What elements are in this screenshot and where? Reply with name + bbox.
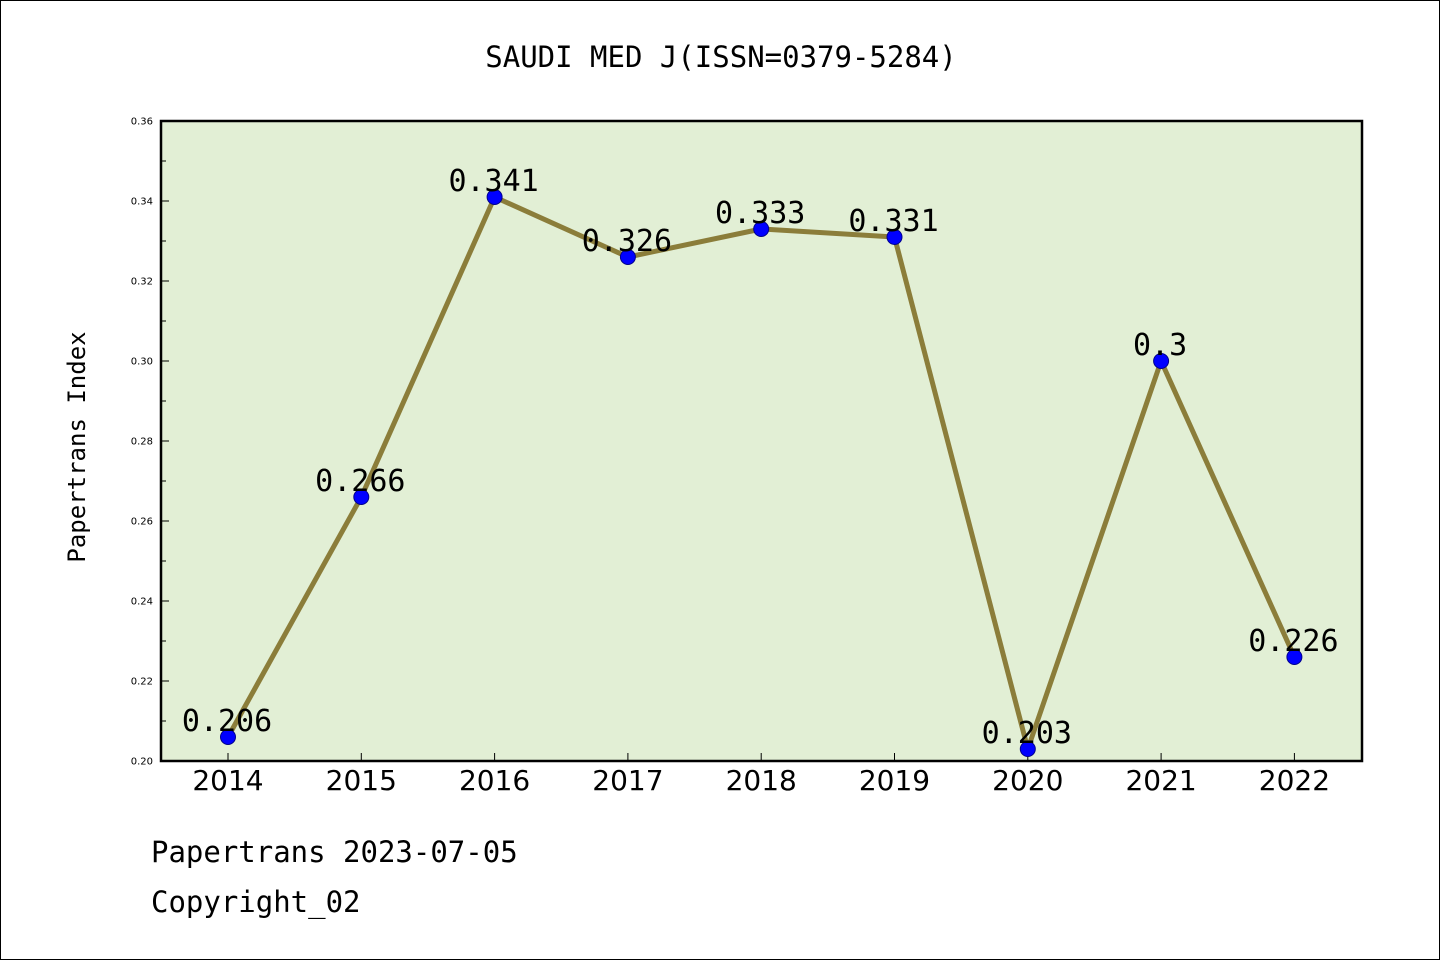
x-tick-label: 2020 [992,764,1063,797]
data-label: 0.326 [582,224,672,259]
y-tick-label: 0.30 [131,357,153,368]
x-axis: 2014 2015 2016 2017 2018 2019 2020 2021 2022 [192,753,1330,797]
data-label: 0.203 [982,716,1072,751]
data-point [753,221,770,237]
footer-date: Papertrans 2023-07-05 [151,835,518,869]
x-tick-label: 2016 [459,764,530,797]
data-markers [220,189,1303,757]
y-tick-label: 0.24 [131,597,153,608]
data-label: 0.266 [315,464,405,499]
y-tick-label: 0.22 [131,677,153,688]
y-axis-label: Papertrans Index [63,331,91,562]
data-label: 0.206 [182,704,272,739]
data-point [486,189,503,205]
x-tick-label: 2022 [1259,764,1330,797]
y-axis: 0.20 0.22 0.24 0.26 0.28 0.30 0.32 0.34 0.36 [131,117,169,768]
data-label: 0.331 [848,204,938,239]
y-tick-label: 0.34 [131,197,153,208]
data-point [886,229,903,245]
x-tick-label: 2019 [859,764,930,797]
x-tick-label: 2018 [726,764,797,797]
data-label: 0.341 [448,164,538,199]
data-labels: 0.206 0.266 0.341 0.326 0.333 0.331 0.203 0.3 0.… [182,164,1339,751]
y-tick-label: 0.32 [131,277,153,288]
y-tick-label: 0.26 [131,517,153,528]
chart-title: SAUDI MED J(ISSN=0379-5284) [485,40,956,74]
y-tick-label: 0.20 [131,757,153,768]
data-label: 0.333 [715,196,805,231]
data-point [220,729,236,745]
data-point [619,249,636,265]
x-tick-label: 2021 [1125,764,1196,797]
data-label: 0.226 [1248,624,1338,659]
data-point [1019,741,1036,757]
data-point [353,489,370,505]
footer-copyright: Copyright_02 [151,885,361,919]
y-tick-label: 0.36 [131,117,153,128]
data-label: 0.3 [1133,328,1187,363]
data-point [1153,353,1170,369]
x-tick-label: 2014 [192,764,263,797]
data-point [1286,649,1303,665]
y-tick-label: 0.28 [131,437,153,448]
x-tick-label: 2017 [592,764,663,797]
x-tick-label: 2015 [326,764,397,797]
